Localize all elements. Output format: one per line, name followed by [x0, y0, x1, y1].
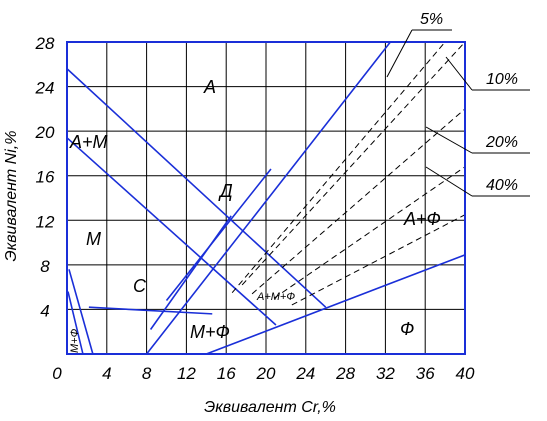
ferrite-callouts: 5% 10% 20% 40% — [386, 11, 530, 197]
region-a-m-label: А+М — [69, 132, 108, 152]
x-tick-label: 4 — [102, 364, 111, 383]
region-f-label: Ф — [400, 319, 414, 339]
phase-boundary-line — [149, 215, 232, 330]
callout-leader-40 — [425, 166, 473, 197]
ferrite-line — [291, 214, 466, 306]
region-m-label: М — [86, 229, 101, 249]
x-tick-label: 28 — [335, 364, 355, 383]
phase-boundary-line — [88, 306, 213, 315]
x-tick-label: 12 — [177, 364, 196, 383]
phase-boundary-line — [165, 168, 272, 302]
region-c-label: С — [133, 276, 147, 296]
ferrite-lines — [231, 41, 466, 306]
x-tick-label: 8 — [142, 364, 152, 383]
region-a-label: А — [203, 77, 216, 97]
phase-boundaries — [66, 41, 466, 355]
plot-frame — [66, 41, 466, 355]
y-tick-label: 4 — [40, 301, 49, 320]
callout-5-label: 5% — [420, 11, 443, 28]
callout-10-label: 10% — [486, 71, 518, 88]
callout-leader-20 — [425, 126, 473, 154]
grid — [67, 42, 465, 354]
region-a-f-label: А+Ф — [403, 209, 441, 229]
y-tick-label: 20 — [35, 123, 55, 142]
region-d-label: Д — [218, 181, 233, 201]
x-tick-label: 20 — [256, 364, 276, 383]
ferrite-line — [241, 41, 466, 286]
phase-boundary-line — [68, 269, 94, 355]
y-axis-label: Эквивалент Ni,% — [3, 131, 20, 262]
y-tick-label: 28 — [35, 34, 55, 53]
phase-boundary-line — [206, 254, 466, 355]
callout-leader-10 — [445, 56, 473, 91]
y-tick-label: 8 — [40, 257, 50, 276]
x-tick-label: 16 — [217, 364, 236, 383]
x-tick-label: 0 — [52, 364, 62, 383]
y-tick-label: 16 — [36, 168, 55, 187]
callout-leader-5 — [386, 29, 413, 78]
callout-40-label: 40% — [486, 177, 518, 194]
phase-boundary-line — [66, 137, 277, 326]
axis-ticks: 0 4 8 12 16 20 24 28 32 36 40 4 8 12 16 20 24 28 — [35, 34, 475, 383]
x-tick-label: 36 — [416, 364, 435, 383]
region-m-f-label: М+Ф — [190, 322, 230, 342]
ferrite-line — [251, 108, 466, 295]
x-tick-label: 32 — [376, 364, 395, 383]
ferrite-line — [273, 166, 466, 299]
phase-boundary-line — [145, 41, 392, 355]
callout-20-label: 20% — [485, 134, 518, 151]
x-tick-label: 24 — [295, 364, 315, 383]
ferrite-line — [231, 41, 446, 294]
region-m-f-strip-label: М+Ф — [69, 328, 81, 353]
y-tick-label: 24 — [35, 79, 55, 98]
phase-boundary-line — [67, 291, 84, 355]
region-a-m-f-label: А+М+Ф — [256, 291, 295, 303]
y-tick-label: 12 — [36, 212, 55, 231]
x-tick-label: 40 — [456, 364, 475, 383]
phase-boundary-line — [66, 68, 327, 308]
x-axis-label: Эквивалент Cr,% — [204, 399, 336, 416]
